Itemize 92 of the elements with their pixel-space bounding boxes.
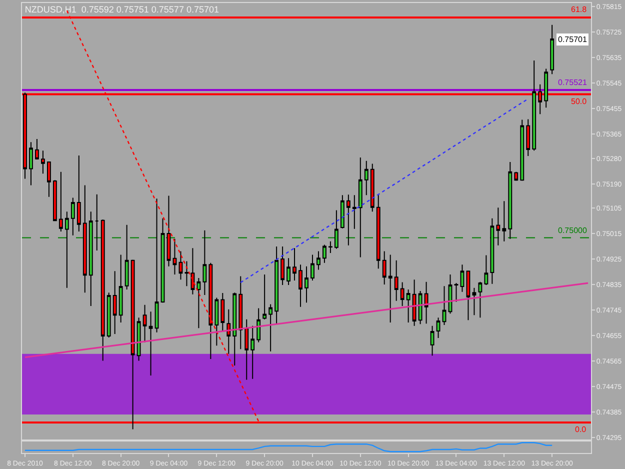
candlestick xyxy=(70,197,75,236)
candlestick xyxy=(274,246,279,325)
candlestick xyxy=(358,156,362,258)
candlestick xyxy=(520,119,524,182)
candlestick xyxy=(124,224,129,290)
candlestick xyxy=(382,250,386,285)
candlestick xyxy=(29,142,33,186)
candlestick xyxy=(196,277,201,329)
candlestick xyxy=(41,150,45,174)
candlestick xyxy=(298,264,302,308)
candlestick xyxy=(310,254,314,281)
candlestick xyxy=(256,308,261,343)
candlestick xyxy=(184,260,189,287)
candlestick xyxy=(262,274,267,320)
candlestick xyxy=(226,308,231,354)
candlestick xyxy=(94,194,99,251)
candlestick xyxy=(58,171,63,232)
candlestick xyxy=(430,325,434,356)
candlestick xyxy=(334,210,338,250)
candlestick xyxy=(112,270,117,335)
candlestick xyxy=(166,195,171,267)
candlestick xyxy=(178,250,183,280)
candlestick xyxy=(352,194,356,230)
candlestick xyxy=(502,200,506,242)
annotation: 61.8 xyxy=(571,5,588,14)
candlestick xyxy=(508,162,512,240)
candlestick xyxy=(418,290,422,325)
candlestick xyxy=(478,281,482,318)
candlestick xyxy=(190,248,195,295)
candlestick xyxy=(442,286,446,326)
candlestick xyxy=(400,282,404,306)
candlestick xyxy=(286,258,290,286)
candlestick xyxy=(316,250,320,270)
candlestick xyxy=(490,218,494,284)
candlestick xyxy=(82,184,87,294)
candlestick xyxy=(394,260,398,302)
candlestick xyxy=(106,292,111,338)
candlestick xyxy=(526,118,530,157)
candlestick xyxy=(142,304,147,343)
candlestick xyxy=(424,281,428,324)
candlestick xyxy=(292,248,296,281)
candlestick xyxy=(35,138,39,160)
candlestick xyxy=(172,238,177,276)
annotation: 50.0 xyxy=(571,97,588,106)
annotation: 0.75701 xyxy=(558,35,588,44)
candlestick xyxy=(412,279,416,326)
candlestick xyxy=(160,218,165,304)
candlestick xyxy=(388,254,392,323)
candlestick xyxy=(148,311,153,376)
ref-line-label: 0.75521 xyxy=(558,78,588,87)
candlestick xyxy=(370,163,374,212)
candlestick xyxy=(88,211,93,306)
candlestick xyxy=(532,60,536,152)
candlestick xyxy=(232,292,237,366)
candlestick xyxy=(46,160,51,198)
candlestick xyxy=(214,297,219,346)
candlestick xyxy=(280,246,285,286)
candlestick xyxy=(346,194,350,246)
candlestick xyxy=(550,24,554,75)
candlestick xyxy=(376,194,380,270)
candlestick xyxy=(154,198,159,333)
candlestick xyxy=(340,194,344,229)
candlestick xyxy=(118,254,123,323)
candlestick xyxy=(100,219,105,362)
candlestick xyxy=(436,317,440,339)
candlestick xyxy=(514,171,518,182)
candlestick xyxy=(244,318,249,380)
candlestick xyxy=(238,276,243,350)
candlestick xyxy=(76,154,81,232)
candlestick xyxy=(460,264,464,292)
candlestick xyxy=(406,289,410,323)
candlestick xyxy=(202,230,207,296)
candlestick xyxy=(466,270,470,321)
candlestick xyxy=(136,317,141,362)
annotation: 0.0 xyxy=(575,425,587,434)
candlestick xyxy=(322,244,326,264)
candlestick xyxy=(364,160,368,196)
candlestick xyxy=(544,68,548,108)
ref-line-label: 0.75000 xyxy=(558,226,588,235)
candlestick xyxy=(304,266,308,304)
candlestick xyxy=(268,304,273,352)
candlestick xyxy=(472,287,476,316)
candlestick xyxy=(454,282,458,302)
candlestick xyxy=(52,180,57,222)
candlestick xyxy=(64,211,69,288)
candlestick xyxy=(250,325,255,380)
candlestick xyxy=(484,254,488,286)
candlestick xyxy=(208,262,213,360)
chart-title: NZDUSD,H1 0.75592 0.75751 0.75577 0.75701 xyxy=(24,4,219,14)
candlestick xyxy=(328,240,332,254)
candlestick xyxy=(496,207,500,246)
candlestick xyxy=(220,292,225,332)
